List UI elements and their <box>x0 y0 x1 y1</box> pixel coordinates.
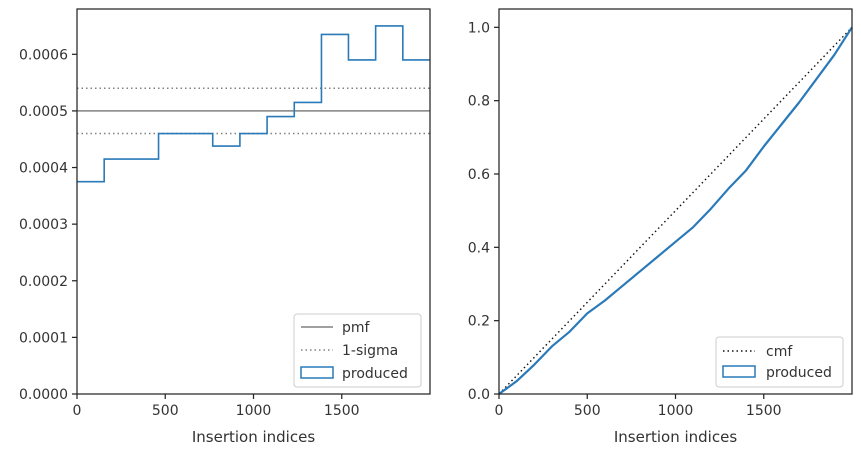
y-tick-label: 0.2 <box>468 314 490 330</box>
y-tick-label: 0.0 <box>468 387 490 403</box>
y-tick-label: 0.8 <box>468 94 490 110</box>
cumulative-frame <box>498 8 853 395</box>
x-tick-label: 1500 <box>324 403 360 419</box>
y-tick-label: 0.4 <box>468 240 490 256</box>
cumulative-y-ticks: 0.0 0.2 0.4 0.6 0.8 1.0 <box>468 20 499 403</box>
y-tick-label: 0.0004 <box>19 161 68 177</box>
y-tick-label: 0.0005 <box>19 104 68 120</box>
histogram-x-ticks: 0 500 1000 1500 <box>73 394 360 419</box>
cumulative-plot-area <box>499 9 852 394</box>
produced-histogram-step <box>77 25 430 183</box>
x-tick-label: 500 <box>152 403 179 419</box>
cumulative-x-axis-label: Insertion indices <box>614 428 737 446</box>
x-tick-label: 1000 <box>658 403 694 419</box>
x-tick-label: 0 <box>495 403 504 419</box>
y-tick-label: 0.0003 <box>19 217 68 233</box>
y-tick-label: 0.6 <box>468 167 490 183</box>
histogram-panel: 0 500 1000 1500 0.00000.00010.00020.00030.0… <box>19 8 431 446</box>
histogram-x-axis-label: Insertion indices <box>192 428 315 446</box>
legend-box <box>293 313 422 388</box>
legend-box <box>715 336 844 388</box>
legend-pmf-label: pmf <box>342 320 371 336</box>
legend-sigma-label: 1-sigma <box>342 343 398 359</box>
y-tick-label: 0.0001 <box>19 330 68 346</box>
histogram-y-ticks: 0.0000 0.0001 0.0002 0.0003 0.0004 0.0005 0.00… <box>19 47 77 403</box>
legend-produced-label: produced <box>766 365 832 381</box>
cmf-line <box>498 26 853 395</box>
y-tick-label: 0.0002 <box>19 274 68 290</box>
x-tick-label: 1000 <box>236 403 272 419</box>
y-tick-label: 1.0 <box>468 20 490 36</box>
legend-produced-swatch <box>300 366 334 379</box>
histogram-frame <box>76 8 431 395</box>
y-tick-label: 0.0006 <box>19 47 68 63</box>
cumulative-x-ticks: 0 500 1000 1500 <box>495 394 782 419</box>
cumulative-panel: 0 500 1000 1500 0.0 0.2 0.4 0.6 0.8 1.0 Insertio… <box>468 8 853 446</box>
x-tick-label: 1500 <box>746 403 782 419</box>
x-tick-label: 500 <box>574 403 601 419</box>
produced-cumulative-line <box>498 26 853 395</box>
x-tick-label: 0 <box>73 403 82 419</box>
legend-cmf-label: cmf <box>766 344 793 360</box>
histogram-legend: pmf 1-sigma produced <box>293 313 422 388</box>
cumulative-legend: cmf produced <box>715 336 844 388</box>
legend-produced-label: produced <box>342 366 408 382</box>
y-tick-label: 0.0000 <box>19 387 68 403</box>
legend-produced-swatch <box>722 365 756 378</box>
